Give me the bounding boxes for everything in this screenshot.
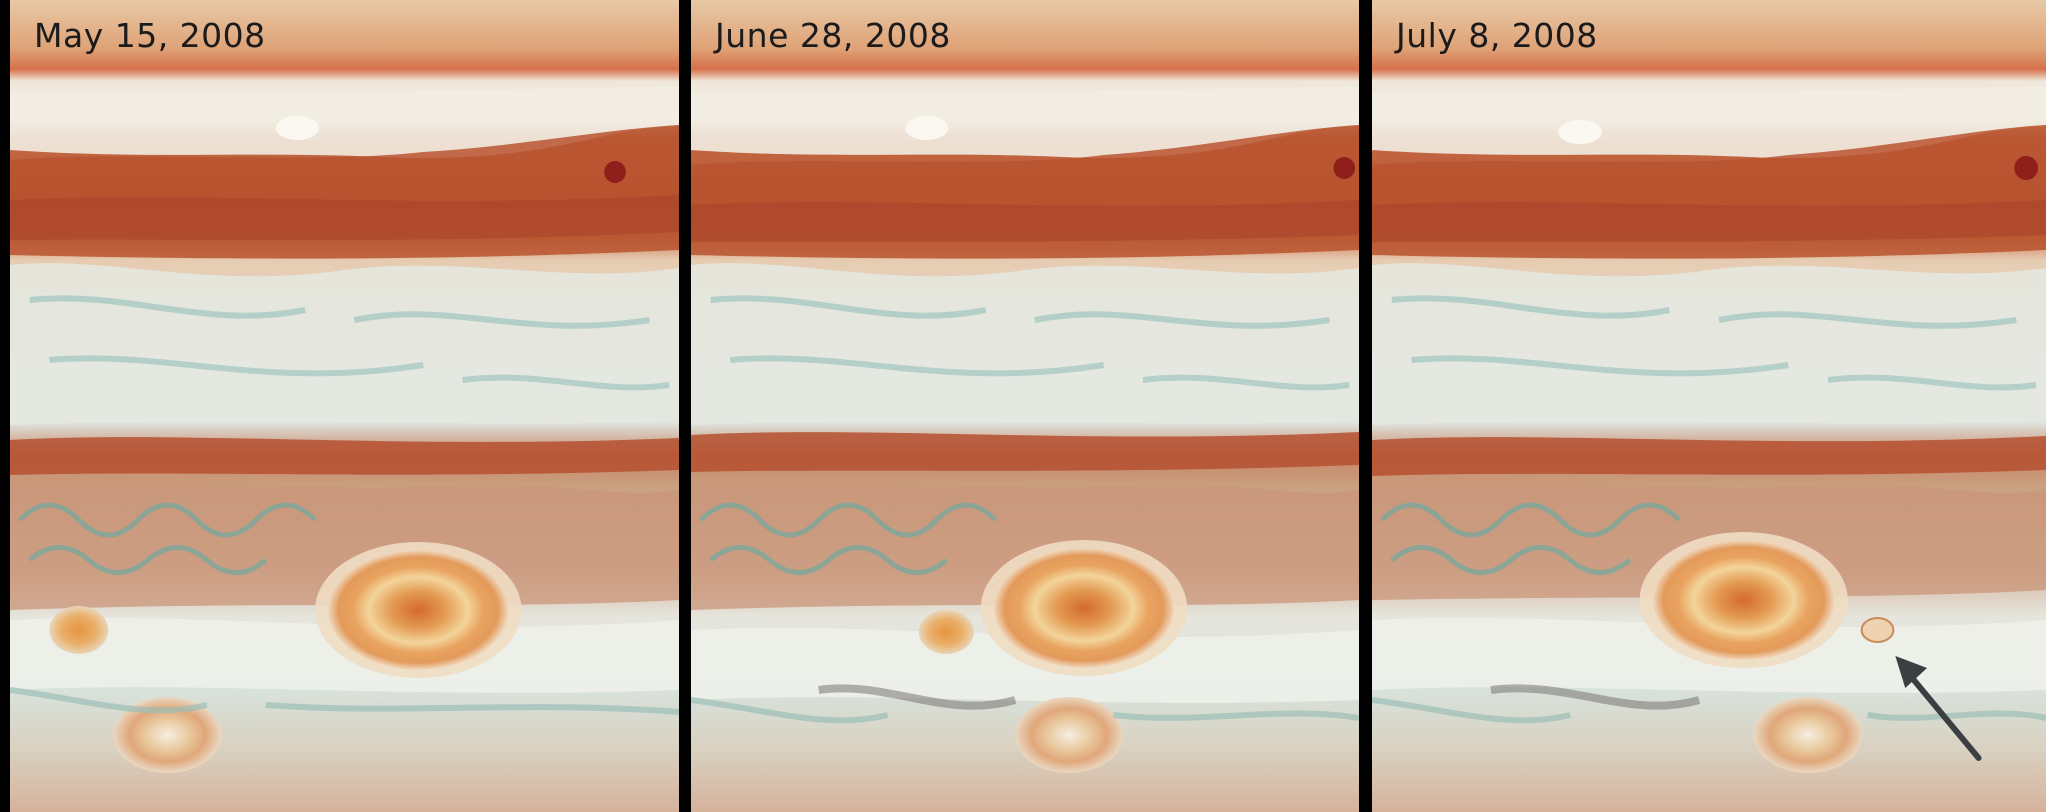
jupiter-image-2 bbox=[691, 0, 1359, 812]
image-panel-1: May 15, 2008 bbox=[10, 0, 679, 812]
jupiter-image-3 bbox=[1372, 0, 2046, 812]
image-panel-3: July 8, 2008 bbox=[1372, 0, 2046, 812]
arrow-pointing-icon bbox=[1895, 656, 1982, 761]
date-label: July 8, 2008 bbox=[1396, 16, 1598, 55]
date-label: June 28, 2008 bbox=[715, 16, 951, 55]
date-label: May 15, 2008 bbox=[34, 16, 266, 55]
jupiter-image-1 bbox=[10, 0, 679, 812]
image-panel-2: June 28, 2008 bbox=[691, 0, 1359, 812]
